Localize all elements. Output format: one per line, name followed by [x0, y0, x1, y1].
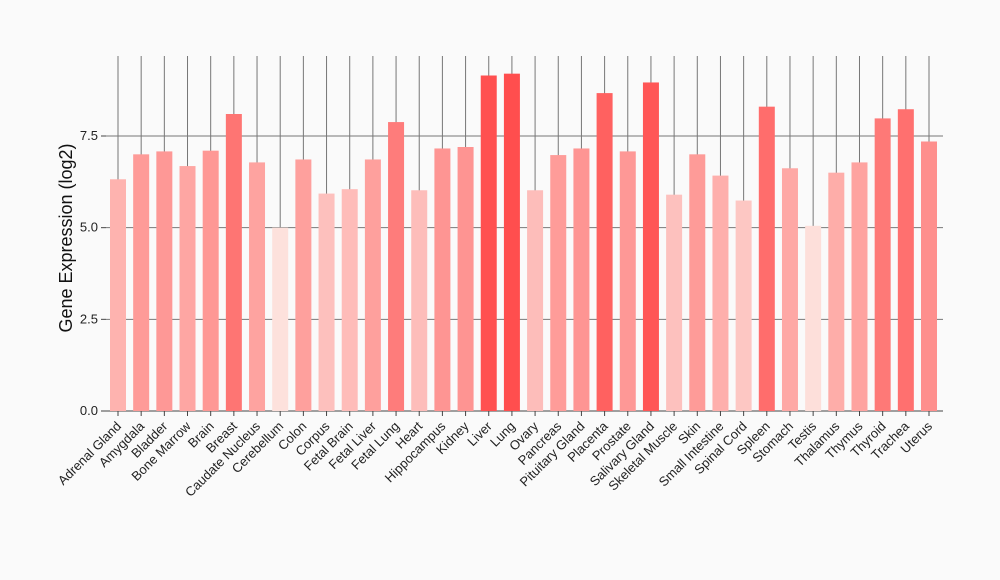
bar — [341, 189, 358, 411]
bar — [781, 168, 798, 411]
bar — [666, 194, 683, 411]
bars — [110, 73, 937, 412]
bar — [110, 179, 126, 411]
bar — [712, 175, 729, 411]
bar — [249, 162, 266, 411]
bar — [457, 147, 474, 411]
bar — [202, 150, 219, 411]
bar — [550, 155, 567, 411]
bar — [272, 227, 289, 411]
bar — [225, 114, 242, 411]
bar — [642, 82, 659, 411]
bar — [156, 151, 173, 411]
bar — [828, 172, 845, 411]
bar — [897, 109, 914, 411]
bar — [388, 122, 405, 412]
bar — [411, 190, 428, 411]
bar — [573, 148, 590, 411]
bar — [295, 159, 312, 411]
bar — [921, 141, 937, 411]
bar — [434, 148, 451, 411]
bar — [619, 151, 636, 411]
bar — [480, 75, 497, 411]
y-axis-label: Gene Expression (log2) — [56, 143, 76, 332]
y-tick-labels: 0.0 2.5 5.0 7.5 — [80, 128, 106, 418]
bar — [689, 154, 706, 412]
bar — [179, 166, 196, 411]
bar — [527, 190, 544, 411]
y-tick-label: 7.5 — [80, 128, 98, 143]
bar — [735, 200, 752, 411]
y-tick-label: 5.0 — [80, 220, 98, 235]
y-tick-label: 0.0 — [80, 403, 98, 418]
bar — [596, 93, 613, 411]
bar — [318, 193, 335, 411]
bar — [758, 106, 775, 412]
y-tick-label: 2.5 — [80, 311, 98, 326]
bar — [851, 162, 868, 411]
bar — [364, 159, 381, 411]
y-gridlines — [106, 135, 943, 412]
bar — [503, 73, 520, 412]
bar — [805, 225, 822, 411]
bar — [133, 154, 150, 412]
bar — [874, 118, 891, 412]
